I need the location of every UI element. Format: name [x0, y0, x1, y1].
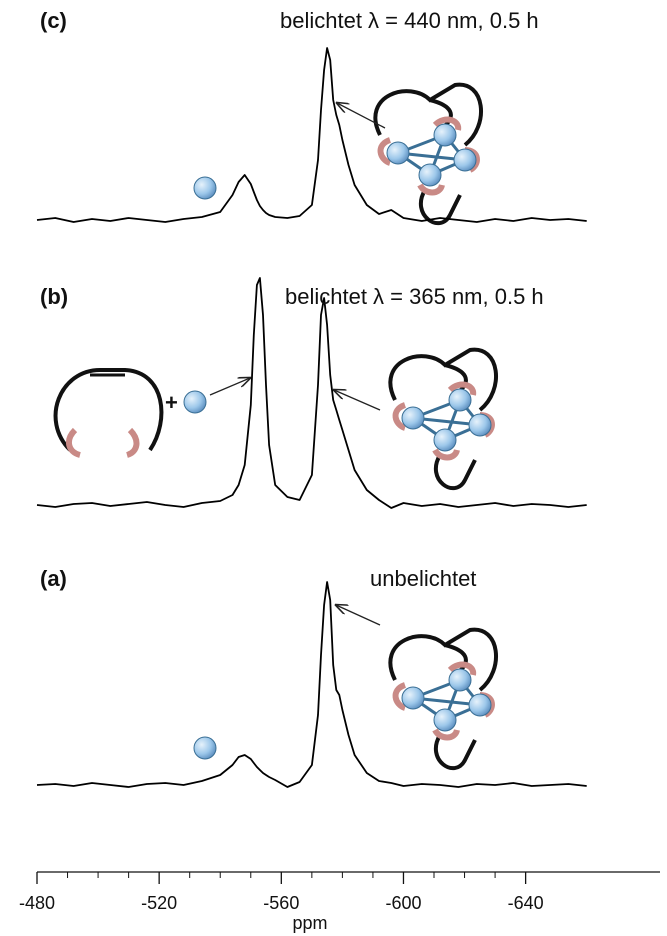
complex-icon	[375, 85, 481, 224]
spectrum	[36, 581, 587, 788]
plus: +	[165, 390, 178, 415]
x-tick-label: -560	[263, 893, 299, 913]
arrow	[337, 103, 386, 129]
complex-icon	[390, 350, 496, 489]
ion	[193, 736, 217, 760]
x-tick-label: -640	[508, 893, 544, 913]
x-tick-label: -480	[19, 893, 55, 913]
arrow	[334, 390, 381, 411]
ion	[183, 390, 207, 414]
complex-icon	[390, 630, 496, 769]
panel-annotation: belichtet λ = 365 nm, 0.5 h	[285, 284, 544, 309]
spectrum	[36, 47, 587, 223]
panel-label: (c)	[40, 8, 67, 33]
panel-annotation: belichtet λ = 440 nm, 0.5 h	[280, 8, 539, 33]
arrow	[336, 605, 381, 626]
ligand-icon	[53, 368, 164, 452]
ion	[193, 176, 217, 200]
ligand-icon	[66, 427, 140, 458]
spectrum	[36, 277, 587, 509]
x-axis-label: ppm	[292, 913, 327, 933]
decorations: +	[53, 85, 496, 769]
panel-label: (b)	[40, 284, 68, 309]
x-tick-label: -520	[141, 893, 177, 913]
x-tick-label: -600	[385, 893, 421, 913]
arrow	[209, 378, 250, 396]
panel-annotation: unbelichtet	[370, 566, 476, 591]
panel-label: (a)	[40, 566, 67, 591]
